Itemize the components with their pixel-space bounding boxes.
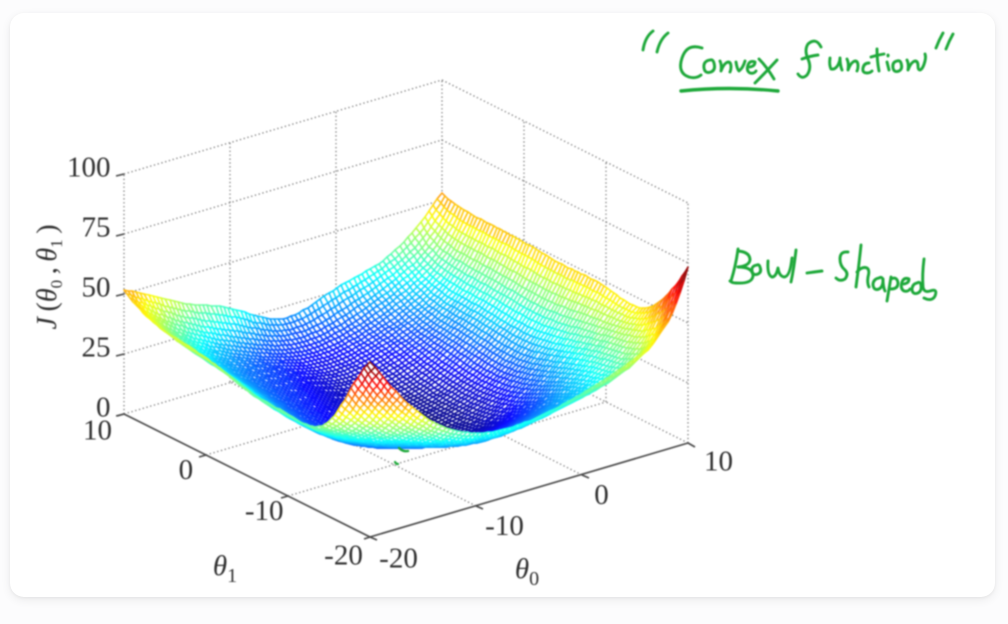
svg-text:-10: -10	[245, 495, 284, 527]
svg-text:-20: -20	[324, 539, 363, 571]
svg-text:75: 75	[82, 212, 111, 244]
svg-text:θ0: θ0	[515, 553, 539, 590]
svg-text:θ1: θ1	[213, 550, 237, 587]
svg-text:10: 10	[704, 445, 733, 477]
svg-text:J (θ0 , θ1 ): J (θ0 , θ1 )	[32, 224, 66, 329]
svg-text:0: 0	[96, 392, 111, 424]
svg-text:50: 50	[82, 272, 111, 304]
svg-text:0: 0	[594, 479, 609, 511]
svg-text:10: 10	[83, 415, 112, 447]
svg-text:-20: -20	[379, 542, 418, 574]
svg-text:25: 25	[82, 332, 111, 364]
svg-text:0: 0	[179, 454, 194, 486]
svg-text:100: 100	[67, 152, 111, 184]
svg-text:-10: -10	[485, 510, 524, 542]
